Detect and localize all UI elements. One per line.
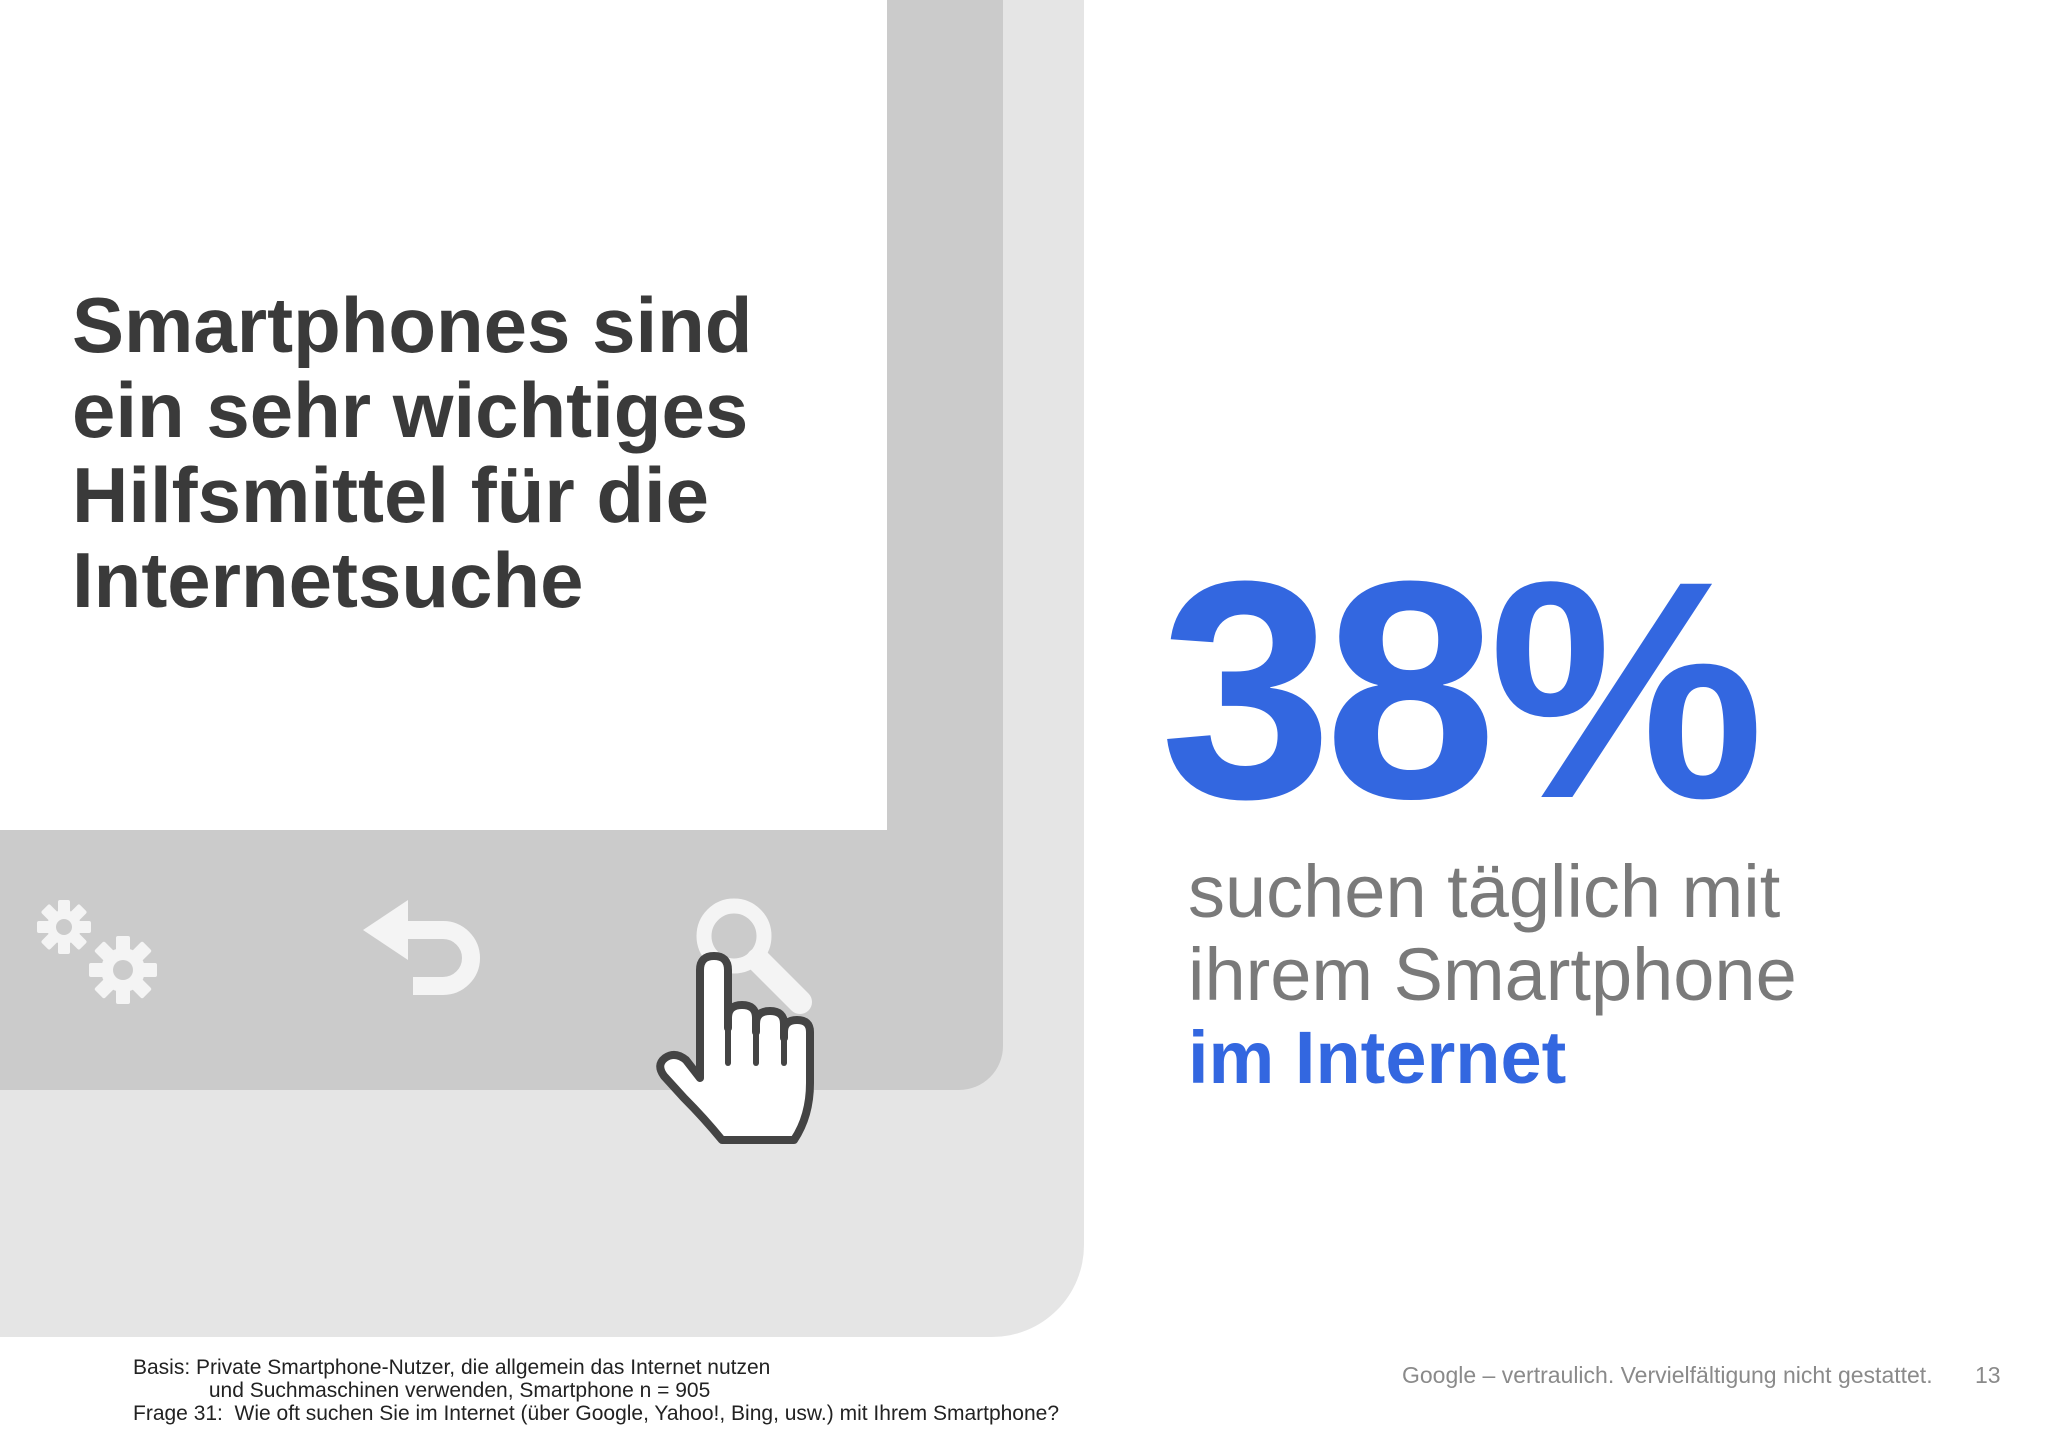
headline-line: ein sehr wichtiges (72, 366, 749, 454)
headline-line: Smartphones sind (72, 281, 753, 369)
stat-desc-line: ihrem Smartphone (1188, 933, 1797, 1016)
confidential-note: Google – vertraulich. Vervielfältigung n… (1402, 1362, 1933, 1388)
footnote-line: Frage 31: Wie oft suchen Sie im Internet… (133, 1402, 1060, 1425)
back-icon (358, 895, 498, 1000)
settings-icon (30, 895, 165, 1010)
hand-pointer-icon (652, 948, 827, 1148)
phone-screen (0, 0, 887, 830)
stat-desc-line: suchen täglich mit (1188, 850, 1781, 933)
headline-line: Internetsuche (72, 536, 584, 624)
footnote: Basis: Private Smartphone-Nutzer, die al… (133, 1356, 1059, 1425)
search-icon (688, 890, 818, 1020)
headline: Smartphones sind ein sehr wichtiges Hilf… (72, 283, 872, 623)
headline-line: Hilfsmittel für die (72, 451, 710, 539)
stat-desc-emphasis: im Internet (1188, 1016, 1567, 1099)
stat-value: 38% (1160, 516, 1764, 863)
footnote-line: und Suchmaschinen verwenden, Smartphone … (133, 1379, 711, 1402)
stat-description: suchen täglich mit ihrem Smartphone im I… (1188, 850, 1797, 1099)
page-number: 13 (1975, 1362, 2001, 1388)
footnote-line: Basis: Private Smartphone-Nutzer, die al… (133, 1356, 771, 1379)
